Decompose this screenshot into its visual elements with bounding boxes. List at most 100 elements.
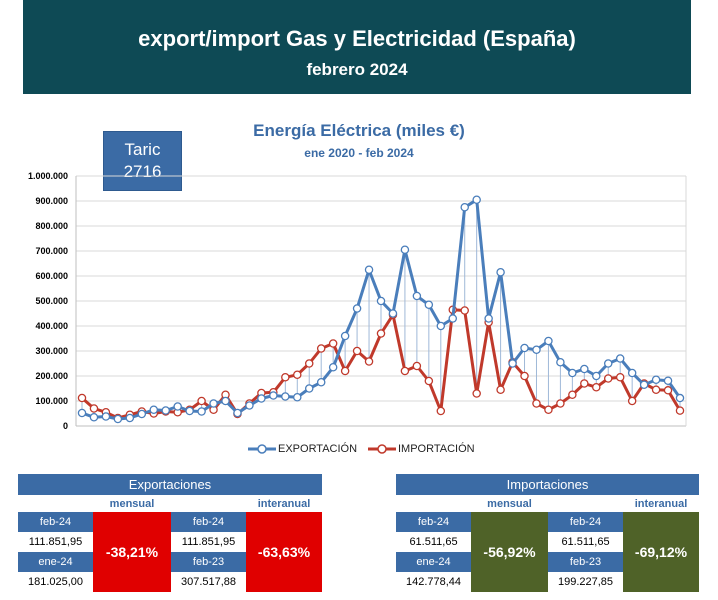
imports-monthly-prev-label: ene-24 [396,552,471,572]
data-point-export [125,413,135,423]
data-point-export [161,406,170,415]
data-point-export [77,408,87,418]
data-point-export [89,412,99,422]
exports-panel-header: Exportaciones [18,474,322,495]
data-point-export [328,362,338,372]
exports-yearly-prev-label: feb-23 [171,552,246,572]
y-tick-label: 400.000 [35,321,68,331]
data-point-export [113,414,123,424]
data-point-export [233,408,242,418]
data-point-import [568,390,577,399]
data-point-export [173,402,182,411]
exports-monthly-prev-value: 181.025,00 [18,572,93,592]
imports-monthly-pct: -56,92% [471,512,548,592]
data-point-export [436,321,446,331]
data-point-export [472,195,481,204]
data-point-export [137,409,147,419]
exports-monthly-cur-label: feb-24 [18,512,93,532]
imports-yearly-prev-label: feb-23 [548,552,623,572]
header-banner: export/import Gas y Electricidad (España… [23,0,691,94]
legend-item-export: EXPORTACIÓN [248,443,357,455]
data-point-export [651,375,661,384]
y-tick-label: 800.000 [35,221,68,231]
data-point-export [209,399,218,408]
exports-yearly-cur-value: 111.851,95 [171,532,246,552]
exports-yearly-prev-value: 307.517,88 [171,572,246,592]
line-chart: 0 100.000 200.000 300.000 400.000 500.000 600.… [28,171,687,431]
data-point-import [675,406,685,415]
y-tick-label: 300.000 [35,346,68,356]
y-tick-label: 0 [63,421,68,431]
data-point-import [376,329,386,338]
data-point-import [364,357,374,366]
data-point-import [556,399,565,408]
data-point-export [508,359,517,368]
imports-yearly-pct: -69,12% [623,512,699,592]
exports-yearly-pct: -63,63% [246,512,322,592]
data-point-export [556,357,565,367]
imports-yearly-cur-label: feb-24 [548,512,623,532]
page-subtitle: febrero 2024 [306,60,408,79]
data-point-export [412,291,422,301]
data-point-export [245,401,254,410]
data-point-export [627,368,637,378]
legend-export-marker [248,444,276,454]
data-point-import [460,306,469,315]
data-point-export [544,336,553,346]
page-title: export/import Gas y Electricidad (España… [138,26,576,51]
data-point-import [304,359,314,368]
data-point-import [328,339,338,348]
data-point-export [101,412,111,421]
data-point-export [316,377,326,387]
imports-panel-header: Importaciones [396,474,699,495]
legend-import-marker [368,444,396,454]
y-tick-label: 200.000 [35,371,68,381]
data-point-export [663,376,673,385]
data-point-import [663,386,673,395]
data-point-import [580,379,589,388]
data-point-import [89,404,99,413]
legend-item-import: IMPORTACIÓN [368,443,475,455]
imports-yearly-prev-value: 199.227,85 [548,572,623,592]
data-point-import [197,396,206,406]
data-point-export [340,331,350,341]
data-point-import [592,382,601,392]
data-point-export [675,393,685,403]
imports-monthly-label: mensual [487,498,532,510]
data-point-export [592,371,601,381]
data-point-export [185,406,194,416]
data-point-import [627,396,637,406]
data-point-export [221,396,230,406]
data-point-export [376,296,386,306]
data-point-export [520,343,529,353]
exports-monthly-label: mensual [109,498,155,510]
data-point-import [352,346,362,356]
imports-monthly-cur-value: 61.511,65 [396,532,471,552]
data-point-import [316,344,326,353]
data-point-export [496,267,505,277]
data-point-import [532,399,541,408]
data-point-import [615,372,625,382]
taric-box: Taric 2716 [103,131,182,191]
data-point-import [400,366,410,376]
data-point-import [424,376,434,386]
data-point-import [651,385,661,394]
data-point-export [197,407,206,416]
imports-monthly-prev-value: 142.778,44 [396,572,471,592]
data-point-export [304,384,314,393]
data-point-export [484,314,493,323]
y-tick-label: 900.000 [35,196,68,206]
data-point-export [603,359,613,368]
data-point-export [352,304,362,313]
data-point-export [424,300,434,309]
taric-label: Taric [124,140,161,159]
data-point-import [436,406,446,416]
data-point-import [472,389,481,398]
data-point-export [400,245,410,254]
data-point-export [568,368,577,378]
chart-subtitle: ene 2020 - feb 2024 [304,146,414,160]
y-tick-label: 700.000 [35,246,68,256]
imports-yearly-cur-value: 61.511,65 [548,532,623,552]
data-point-import [77,393,87,403]
imports-yearly-label: interanual [634,498,688,510]
